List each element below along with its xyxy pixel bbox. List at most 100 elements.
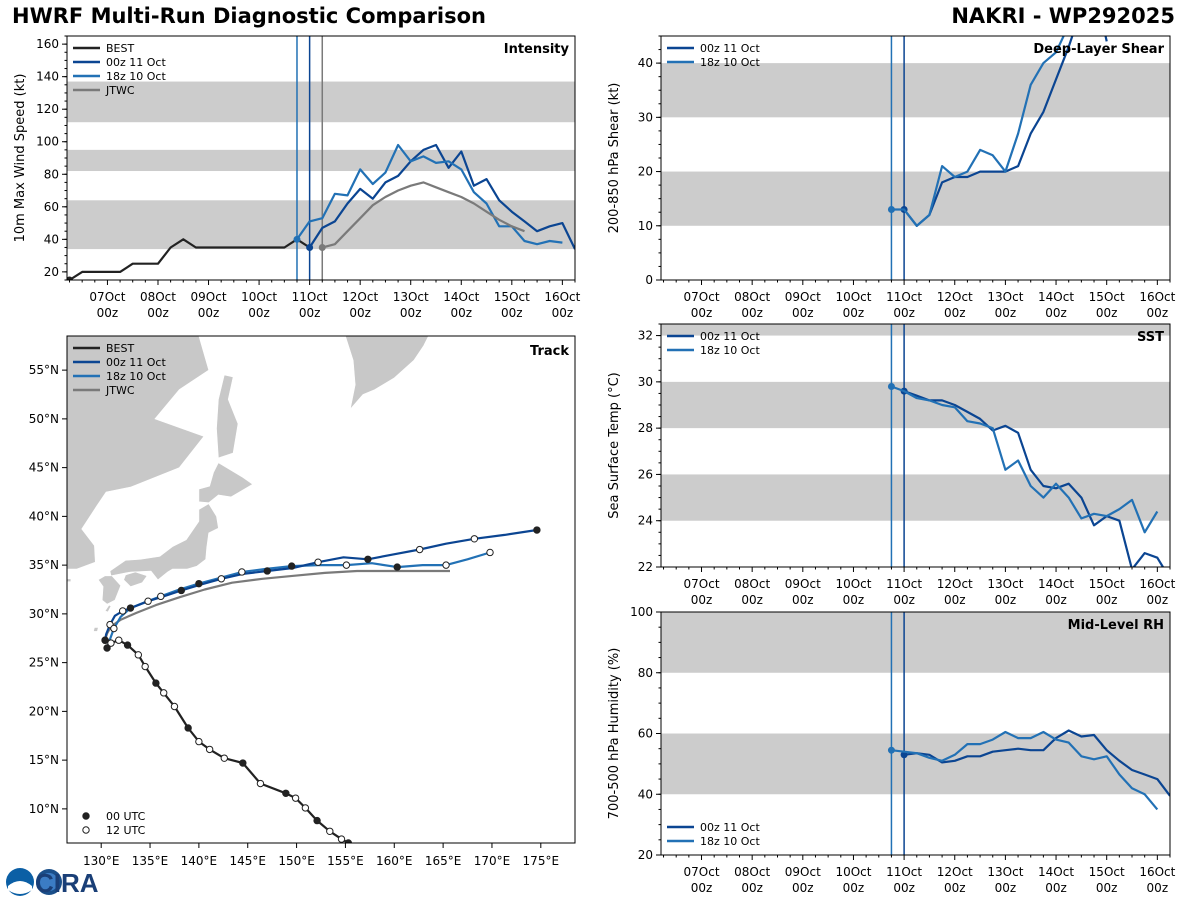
track-marker-best bbox=[337, 835, 346, 843]
sst-xtick-label: 08Oct bbox=[734, 577, 770, 591]
rh-xtick-label: 00z bbox=[843, 881, 865, 895]
rh-xtick-label: 00z bbox=[1096, 881, 1118, 895]
rh-threshold-band bbox=[661, 612, 1170, 673]
intensity-start-marker-run00 bbox=[306, 243, 314, 251]
shear-xtick-label: 00z bbox=[843, 306, 865, 320]
shear-ytick-label: 20 bbox=[638, 165, 653, 179]
track-marker-best bbox=[160, 689, 168, 697]
shear-legend-label: 18z 10 Oct bbox=[700, 56, 760, 69]
track-marker-legend-symbol bbox=[82, 812, 90, 820]
shear-legend-label: 00z 11 Oct bbox=[700, 42, 760, 55]
track-ytick-label: 15°N bbox=[29, 753, 59, 767]
intensity-xtick-label: 14Oct bbox=[443, 290, 479, 304]
track-line-best bbox=[104, 639, 349, 843]
sst-threshold-band bbox=[661, 324, 1170, 336]
sst-xtick-label: 16Oct bbox=[1139, 577, 1175, 591]
sst-ylabel: Sea Surface Temp (°C) bbox=[607, 372, 622, 519]
track-marker-best bbox=[141, 662, 149, 671]
shear-xtick-label: 12Oct bbox=[937, 290, 973, 304]
shear-ytick-label: 40 bbox=[638, 56, 653, 70]
shear-xtick-label: 00z bbox=[995, 306, 1017, 320]
intensity-xtick-label: 00z bbox=[450, 306, 472, 320]
intensity-ytick-label: 100 bbox=[36, 135, 59, 149]
track-xtick-label: 135°E bbox=[132, 854, 169, 868]
track-xtick-label: 160°E bbox=[376, 854, 413, 868]
track-marker-best bbox=[170, 702, 179, 711]
shear-ytick-label: 10 bbox=[638, 219, 653, 233]
rh-xtick-label: 10Oct bbox=[835, 865, 871, 879]
rh-xtick-label: 07Oct bbox=[684, 865, 720, 879]
sst-xtick-label: 00z bbox=[843, 593, 865, 607]
track-frame bbox=[66, 335, 576, 844]
track-marker-run18 bbox=[342, 561, 351, 569]
sst-xtick-label: 14Oct bbox=[1038, 577, 1074, 591]
track-marker-best bbox=[291, 794, 300, 802]
sst-threshold-band bbox=[661, 381, 1170, 429]
intensity-ytick-label: 40 bbox=[44, 232, 59, 246]
track-legend-label: 00z 11 Oct bbox=[106, 356, 166, 369]
track-marker-best bbox=[313, 816, 321, 825]
rh-xtick-label: 00z bbox=[741, 881, 763, 895]
sst-legend-label: 18z 10 Oct bbox=[700, 344, 760, 357]
intensity-start-marker-best bbox=[67, 276, 74, 280]
track-marker-best bbox=[205, 745, 214, 754]
shear-xtick-label: 15Oct bbox=[1089, 290, 1125, 304]
intensity-xtick-label: 10Oct bbox=[241, 290, 277, 304]
track-marker-best bbox=[152, 679, 160, 687]
rh-xtick-label: 00z bbox=[792, 881, 814, 895]
intensity-xtick-label: 00z bbox=[349, 306, 371, 320]
track-ytick-label: 50°N bbox=[29, 412, 59, 426]
intensity-ytick-label: 80 bbox=[44, 167, 59, 181]
sst-frame bbox=[660, 323, 1171, 568]
intensity-ytick-label: 20 bbox=[44, 265, 59, 279]
intensity-xtick-label: 12Oct bbox=[342, 290, 378, 304]
intensity-xtick-label: 00z bbox=[501, 306, 523, 320]
intensity-legend-label: 00z 11 Oct bbox=[106, 56, 166, 69]
intensity-chart: 20 40 60 80 100 120 140 160 07Oct 00z 08Oct 00z 09Oc… bbox=[13, 35, 581, 320]
rh-ytick-label: 100 bbox=[630, 605, 653, 619]
intensity-ytick-label: 120 bbox=[36, 102, 59, 116]
rh-xtick-label: 00z bbox=[1045, 881, 1067, 895]
sst-title: SST bbox=[1137, 330, 1164, 345]
rh-threshold-band bbox=[661, 733, 1170, 795]
track-marker-run00 bbox=[177, 586, 186, 595]
land-mass bbox=[67, 336, 210, 570]
intensity-legend-label: JTWC bbox=[105, 84, 135, 97]
sst-ytick-label: 30 bbox=[638, 375, 653, 389]
intensity-xtick-label: 09Oct bbox=[191, 290, 227, 304]
intensity-xtick-label: 00z bbox=[248, 306, 270, 320]
intensity-start-marker-run18 bbox=[293, 235, 301, 243]
track-marker-run18 bbox=[287, 562, 296, 570]
rh-xtick-label: 00z bbox=[691, 881, 713, 895]
track-marker-best bbox=[239, 759, 247, 767]
intensity-xtick-label: 00z bbox=[147, 306, 169, 320]
shear-xtick-label: 16Oct bbox=[1139, 290, 1175, 304]
sst-series-run00 bbox=[903, 390, 1165, 567]
intensity-start-marker-jtwc bbox=[318, 243, 326, 251]
shear-xtick-label: 07Oct bbox=[684, 290, 720, 304]
shear-xtick-label: 11Oct bbox=[886, 290, 922, 304]
intensity-xtick-label: 00z bbox=[299, 306, 321, 320]
shear-ylabel: 200-850 hPa Shear (kt) bbox=[607, 83, 622, 234]
sst-legend-label: 00z 11 Oct bbox=[700, 330, 760, 343]
track-xtick-label: 155°E bbox=[327, 854, 364, 868]
sst-ytick-label: 32 bbox=[638, 329, 653, 343]
intensity-xtick-label: 08Oct bbox=[140, 290, 176, 304]
shear-xtick-label: 13Oct bbox=[987, 290, 1023, 304]
land-mass bbox=[109, 503, 219, 581]
land-mass bbox=[345, 336, 429, 411]
track-marker-run00 bbox=[217, 575, 226, 583]
sst-xtick-label: 09Oct bbox=[785, 577, 821, 591]
sst-xtick-label: 00z bbox=[1045, 593, 1067, 607]
storm-id: NAKRI - WP292025 bbox=[951, 4, 1175, 28]
land-mass bbox=[198, 462, 254, 504]
track-marker-run18 bbox=[238, 568, 246, 576]
track-legend-label: 18z 10 Oct bbox=[106, 370, 166, 383]
track-xtick-label: 130°E bbox=[83, 854, 120, 868]
track-legend-label: BEST bbox=[106, 342, 134, 355]
track-xtick-label: 175°E bbox=[523, 854, 560, 868]
rh-ylabel: 700-500 hPa Humidity (%) bbox=[607, 648, 622, 820]
track-marker-best bbox=[115, 636, 123, 644]
shear-xtick-label: 00z bbox=[893, 306, 915, 320]
shear-xtick-label: 14Oct bbox=[1038, 290, 1074, 304]
